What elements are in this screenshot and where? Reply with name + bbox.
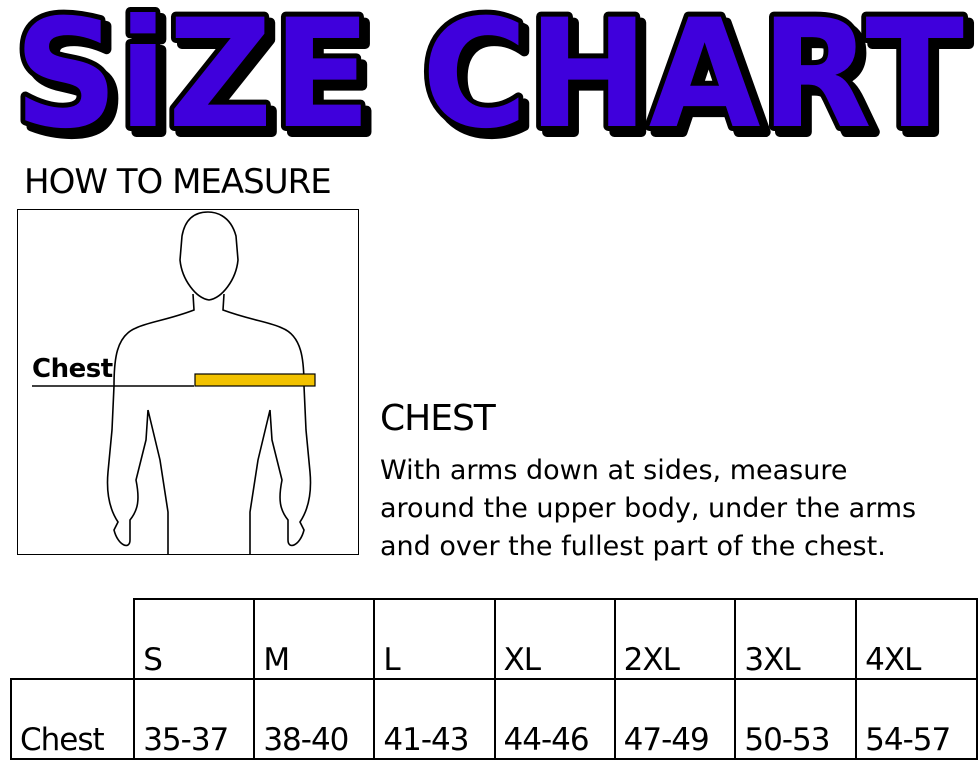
row-label: Chest	[9, 678, 136, 760]
chest-value: 54-57	[855, 678, 978, 760]
body-outline-icon	[32, 211, 316, 554]
size-header: 2XL	[613, 598, 737, 680]
chest-figure-label: Chest	[32, 354, 113, 384]
title-text: SiZE CHART	[14, 0, 964, 162]
size-header: 4XL	[855, 598, 978, 680]
size-table: S M L XL 2XL 3XL 4XL Chest 35-37 38-40 4…	[9, 598, 978, 760]
size-chart-title: SiZE CHART	[0, 0, 978, 167]
size-header: 3XL	[734, 598, 858, 680]
size-header: L	[373, 598, 496, 680]
size-header: XL	[493, 598, 616, 680]
size-header-row: S M L XL 2XL 3XL 4XL	[11, 598, 978, 680]
chest-instructions: With arms down at sides, measure around …	[380, 452, 978, 566]
size-header: S	[133, 598, 256, 680]
chest-value: 41-43	[373, 678, 496, 760]
instruction-line: around the upper body, under the arms	[380, 493, 917, 524]
chest-row: Chest 35-37 38-40 41-43 44-46 47-49 50-5…	[9, 678, 978, 760]
empty-cell	[11, 599, 135, 680]
size-header: M	[253, 598, 376, 680]
chest-value: 38-40	[253, 678, 376, 760]
chest-value: 35-37	[133, 678, 256, 760]
instruction-line: and over the fullest part of the chest.	[380, 531, 886, 562]
chest-heading: CHEST	[380, 398, 496, 439]
chest-value: 44-46	[493, 678, 616, 760]
measure-figure	[17, 209, 359, 555]
instruction-line: With arms down at sides, measure	[380, 455, 848, 486]
chest-value: 50-53	[734, 678, 858, 760]
how-to-measure-heading: HOW TO MEASURE	[24, 162, 332, 202]
chest-value: 47-49	[613, 678, 737, 760]
